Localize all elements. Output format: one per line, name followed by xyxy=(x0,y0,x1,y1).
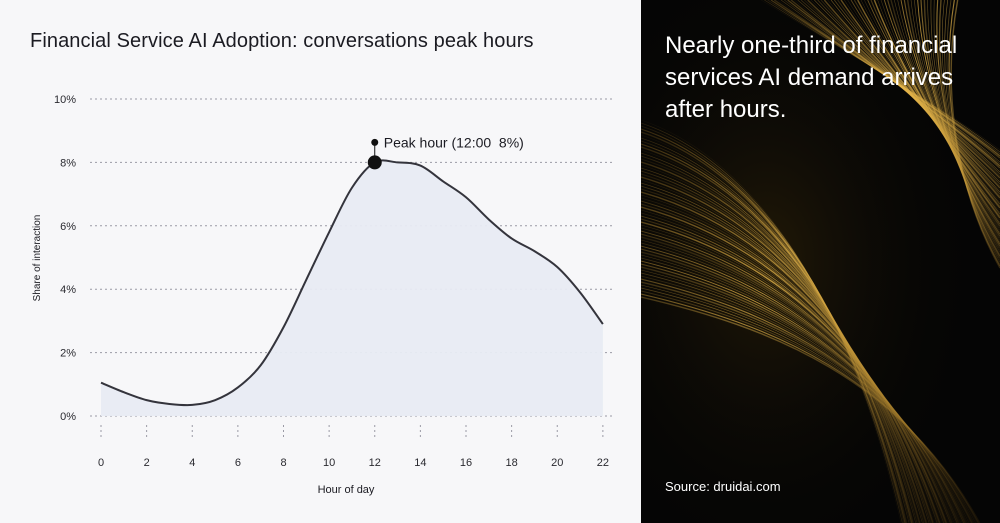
y-tick-label: 2% xyxy=(60,348,76,360)
data-point xyxy=(282,325,286,329)
side-panel xyxy=(641,0,1000,523)
headline-text: Nearly one-third of financial services A… xyxy=(665,32,958,123)
series-line xyxy=(100,159,604,407)
data-point xyxy=(167,402,171,406)
area-fill xyxy=(101,160,603,416)
x-tick-label: 20 xyxy=(551,457,563,469)
x-tick-label: 2 xyxy=(144,457,150,469)
data-point xyxy=(396,160,400,164)
data-point xyxy=(327,230,331,234)
data-point xyxy=(510,236,514,240)
data-point xyxy=(578,290,582,294)
data-point xyxy=(532,249,536,253)
data-point xyxy=(601,322,605,326)
data-point xyxy=(464,195,468,199)
peak-annotation-label: Peak hour (12:00 8%) xyxy=(384,134,524,150)
data-point xyxy=(236,385,240,389)
data-point xyxy=(304,278,308,282)
x-axis-label: Hour of day xyxy=(318,484,375,496)
data-point xyxy=(418,164,422,168)
data-point xyxy=(441,179,445,183)
y-tick-label: 10% xyxy=(54,94,76,106)
x-tick-label: 18 xyxy=(506,457,518,469)
data-point xyxy=(555,265,559,269)
x-tick-label: 0 xyxy=(98,457,104,469)
x-tick-label: 12 xyxy=(369,457,381,469)
data-point xyxy=(213,398,217,402)
peak-label-dot xyxy=(371,138,379,146)
area-chart: 0% 2% 4% 6% 8% 10% 0 2 4 6 8 10 12 14 16 18 20 22 Peak hou… xyxy=(32,94,612,496)
x-tick-label: 16 xyxy=(460,457,472,469)
source-text: Source: druidai.com xyxy=(665,479,781,494)
x-tick-label: 14 xyxy=(414,457,426,469)
golden-light-streaks-image xyxy=(641,0,1000,523)
x-tick-label: 10 xyxy=(323,457,335,469)
data-point xyxy=(99,381,103,385)
y-tick-label: 0% xyxy=(60,411,76,423)
data-point xyxy=(487,217,491,221)
data-point xyxy=(190,403,194,407)
data-point xyxy=(350,186,354,190)
y-axis-label: Share of interaction xyxy=(32,215,43,302)
y-tick-label: 6% xyxy=(60,221,76,233)
x-tick-label: 8 xyxy=(280,457,286,469)
data-point xyxy=(145,398,149,402)
data-point xyxy=(122,390,126,394)
y-tick-label: 4% xyxy=(60,284,76,296)
x-tick-label: 6 xyxy=(235,457,241,469)
chart-panel: Financial Service AI Adoption: conversat… xyxy=(30,30,612,496)
chart-title: Financial Service AI Adoption: conversat… xyxy=(30,30,534,52)
x-tick-label: 4 xyxy=(189,457,195,469)
x-tick-label: 22 xyxy=(597,457,609,469)
y-tick-label: 8% xyxy=(60,157,76,169)
peak-marker xyxy=(367,155,382,170)
data-point xyxy=(259,363,263,367)
